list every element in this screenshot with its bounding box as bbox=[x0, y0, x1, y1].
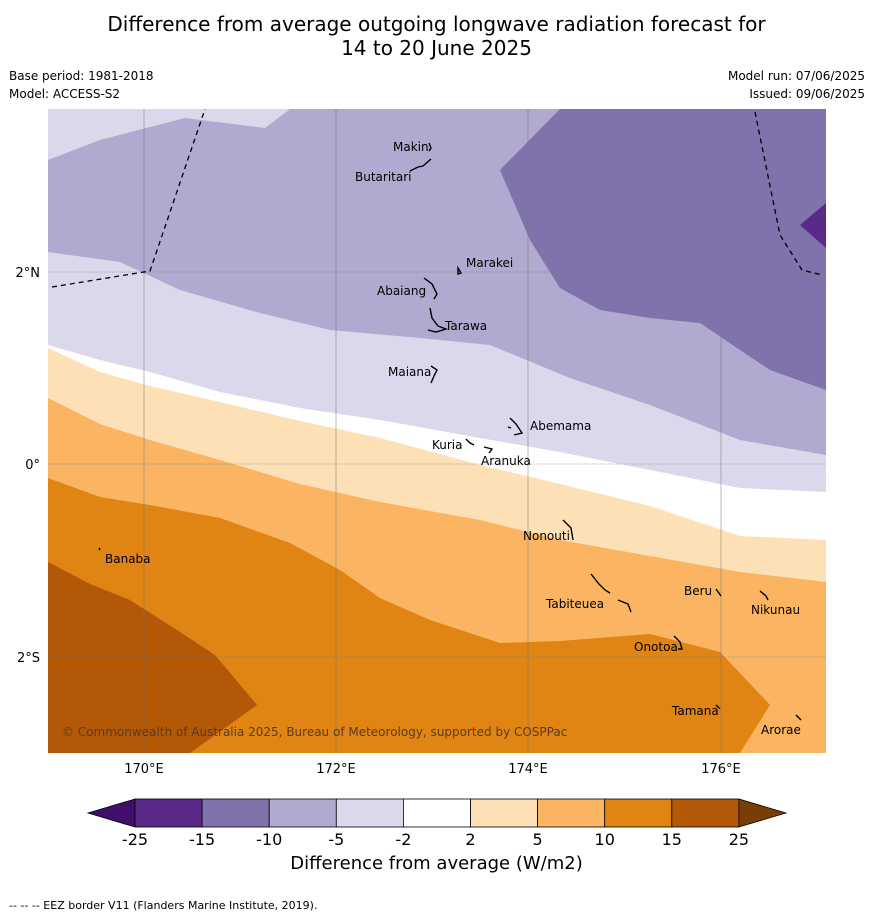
label-nikunau: Nikunau bbox=[751, 603, 800, 617]
colorbar-tick-label: -5 bbox=[328, 830, 344, 849]
label-nonouti: Nonouti bbox=[523, 529, 570, 543]
lat-label-2n: 2°N bbox=[16, 266, 41, 281]
map-title: Difference from average outgoing longwav… bbox=[0, 12, 873, 60]
island-arorae bbox=[795, 714, 802, 721]
gridlines bbox=[48, 109, 826, 753]
lon-label-172e: 172°E bbox=[316, 762, 356, 777]
issued-date: Issued: 09/06/2025 bbox=[749, 87, 865, 101]
olr-map: Makin Butaritari Marakei Abaiang Tarawa … bbox=[16, 108, 826, 849]
band-plus-15 bbox=[48, 562, 257, 753]
label-beru: Beru bbox=[684, 584, 712, 598]
label-maiana: Maiana bbox=[388, 365, 431, 379]
colorbar-segment bbox=[268, 798, 337, 828]
lat-axis-labels: 2°N 0° 2°S bbox=[16, 266, 41, 666]
contour-fills bbox=[48, 109, 826, 753]
colorbar-segment bbox=[134, 798, 203, 828]
lat-label-2s: 2°S bbox=[17, 651, 40, 666]
eez-border-east bbox=[754, 111, 823, 276]
meta-left: Base period: 1981-2018 Model: ACCESS-S2 bbox=[9, 67, 154, 103]
label-aranuka: Aranuka bbox=[481, 454, 531, 468]
island-marakei bbox=[457, 265, 463, 275]
colorbar-extend-low bbox=[86, 798, 136, 828]
lon-axis-labels: 170°E 172°E 174°E 176°E bbox=[124, 762, 741, 777]
lat-label-0: 0° bbox=[25, 458, 40, 473]
band-minus-15 bbox=[500, 109, 826, 390]
island-makin bbox=[428, 142, 432, 152]
label-banaba: Banaba bbox=[105, 552, 151, 566]
island-kuria bbox=[465, 438, 475, 446]
label-arorae: Arorae bbox=[761, 723, 801, 737]
model-run: Model run: 07/06/2025 bbox=[727, 69, 865, 83]
colorbar-segment bbox=[470, 798, 538, 828]
label-onotoa: Onotoa bbox=[634, 640, 678, 654]
colorbar bbox=[86, 798, 788, 828]
colorbar-extend-high bbox=[738, 798, 788, 828]
island-maiana bbox=[430, 365, 438, 384]
lon-label-176e: 176°E bbox=[701, 762, 741, 777]
band-minus-5-west bbox=[48, 109, 290, 160]
title-line-2: 14 to 20 June 2025 bbox=[341, 36, 532, 60]
label-marakei: Marakei bbox=[466, 256, 513, 270]
colorbar-tick-label: -10 bbox=[256, 830, 282, 849]
lon-label-174e: 174°E bbox=[508, 762, 548, 777]
label-tamana: Tamana bbox=[671, 704, 719, 718]
label-tabiteuea: Tabiteuea bbox=[545, 597, 604, 611]
island-aranuka bbox=[483, 446, 494, 454]
island-abemama bbox=[507, 417, 524, 436]
colorbar-tick-label: -25 bbox=[122, 830, 148, 849]
island-abaiang bbox=[423, 277, 438, 300]
island-tarawa bbox=[427, 307, 449, 333]
island-butaritari bbox=[409, 158, 432, 172]
island-onotoa bbox=[673, 635, 683, 650]
colorbar-segment bbox=[402, 798, 471, 828]
island-nikunau bbox=[759, 590, 769, 601]
colorbar-tick-label: -15 bbox=[189, 830, 215, 849]
colorbar-title: Difference from average (W/m2) bbox=[290, 853, 583, 874]
colorbar-tick-label: 10 bbox=[595, 830, 615, 849]
lon-label-170e: 170°E bbox=[124, 762, 164, 777]
model-name: Model: ACCESS-S2 bbox=[9, 87, 121, 101]
place-labels: Makin Butaritari Marakei Abaiang Tarawa … bbox=[105, 140, 801, 737]
label-abaiang: Abaiang bbox=[377, 284, 426, 298]
label-abemama: Abemama bbox=[530, 419, 591, 433]
label-makin: Makin bbox=[393, 140, 429, 154]
colorbar-segment bbox=[537, 798, 606, 828]
islands bbox=[98, 142, 802, 721]
eez-borders bbox=[51, 108, 823, 288]
colorbar-segment bbox=[604, 798, 673, 828]
colorbar-segment bbox=[671, 798, 740, 828]
island-nonouti bbox=[562, 519, 574, 541]
copyright-notice: © Commonwealth of Australia 2025, Bureau… bbox=[62, 725, 567, 739]
colorbar-tick-label: -2 bbox=[395, 830, 411, 849]
island-tamana bbox=[715, 704, 721, 710]
island-beru bbox=[715, 588, 722, 597]
island-banaba bbox=[98, 547, 101, 551]
base-period: Base period: 1981-2018 bbox=[9, 69, 154, 83]
label-kuria: Kuria bbox=[432, 438, 463, 452]
colorbar-tick-label: 25 bbox=[729, 830, 749, 849]
meta-right: Model run: 07/06/2025 Issued: 09/06/2025 bbox=[728, 67, 865, 103]
colorbar-tick-label: 15 bbox=[662, 830, 682, 849]
band-minus-25 bbox=[800, 203, 826, 248]
island-tabiteuea bbox=[590, 573, 632, 613]
eez-footnote: -- -- -- EEZ border V11 (Flanders Marine… bbox=[9, 899, 318, 912]
colorbar-tick-labels: -25 -15 -10 -5 -2 2 5 10 15 25 bbox=[122, 830, 749, 849]
colorbar-segment bbox=[201, 798, 270, 828]
label-tarawa: Tarawa bbox=[444, 319, 487, 333]
title-line-1: Difference from average outgoing longwav… bbox=[107, 12, 766, 36]
eez-border-west bbox=[51, 108, 206, 288]
colorbar-segment bbox=[335, 798, 404, 828]
label-butaritari: Butaritari bbox=[355, 170, 412, 184]
colorbar-tick-label: 5 bbox=[533, 830, 543, 849]
colorbar-tick-label: 2 bbox=[465, 830, 475, 849]
